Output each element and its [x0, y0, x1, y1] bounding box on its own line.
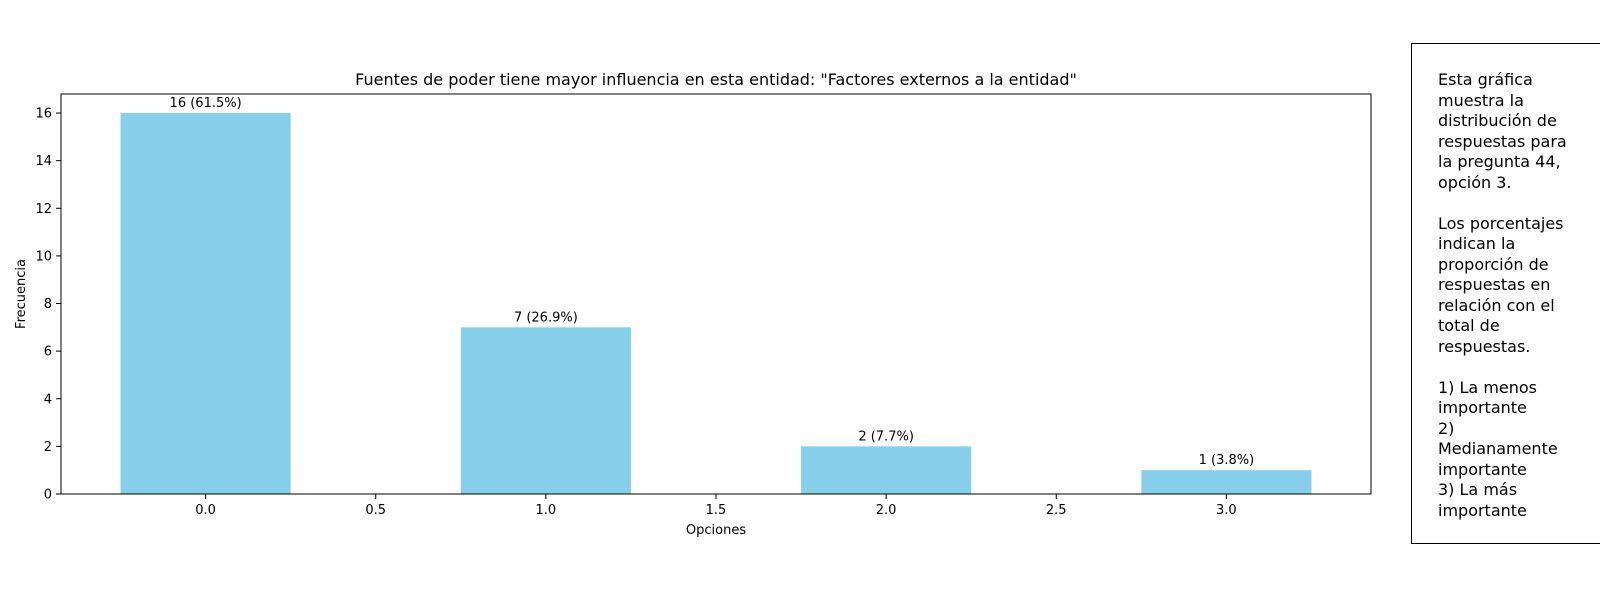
x-tick-label: 1.0 — [536, 503, 557, 518]
x-axis-label: Opciones — [686, 523, 746, 538]
bar — [801, 446, 972, 494]
chart-title: Fuentes de poder tiene mayor influencia … — [355, 70, 1077, 89]
bar — [460, 327, 631, 494]
y-tick-label: 0 — [44, 488, 52, 503]
bar-chart: Fuentes de poder tiene mayor influencia … — [14, 70, 1372, 538]
x-tick-label: 3.0 — [1216, 503, 1237, 518]
y-tick-label: 2 — [44, 440, 52, 455]
bar-value-label: 2 (7.7%) — [858, 429, 914, 444]
bar-value-label: 7 (26.9%) — [514, 310, 578, 325]
bar — [1141, 470, 1312, 494]
y-tick-label: 10 — [35, 249, 52, 264]
x-tick-label: 2.0 — [876, 503, 897, 518]
y-tick-label: 16 — [35, 107, 52, 122]
y-tick-label: 6 — [44, 345, 52, 360]
bar-value-label: 16 (61.5%) — [170, 96, 242, 111]
x-tick-label: 0.0 — [195, 503, 216, 518]
y-tick-label: 12 — [35, 202, 52, 217]
y-axis-label: Frecuencia — [14, 259, 29, 329]
x-tick-label: 1.5 — [706, 503, 727, 518]
bar-value-label: 1 (3.8%) — [1199, 453, 1255, 468]
y-tick-label: 4 — [44, 392, 52, 407]
x-tick-label: 0.5 — [365, 503, 386, 518]
x-tick-label: 2.5 — [1046, 503, 1067, 518]
bar — [120, 113, 291, 495]
y-tick-label: 14 — [35, 154, 52, 169]
y-tick-label: 8 — [44, 297, 52, 312]
description-box: Esta gráfica muestra la distribución de … — [1411, 43, 1600, 544]
